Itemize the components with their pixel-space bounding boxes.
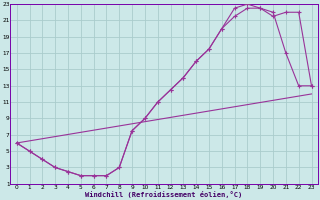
X-axis label: Windchill (Refroidissement éolien,°C): Windchill (Refroidissement éolien,°C) [85,191,243,198]
